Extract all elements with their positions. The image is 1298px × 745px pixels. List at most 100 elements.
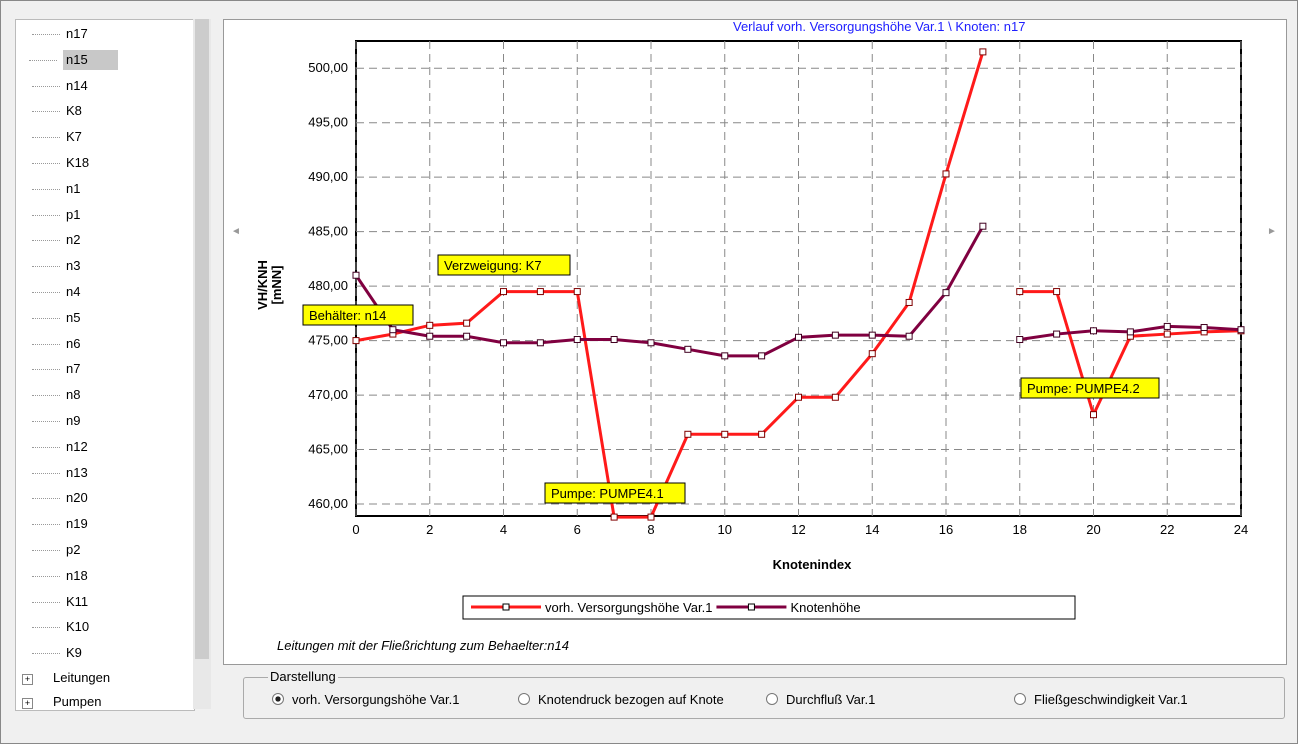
data-point	[536, 288, 544, 296]
tree-item[interactable]: n6	[30, 334, 80, 354]
annotation-box	[302, 304, 414, 326]
data-point	[684, 430, 692, 438]
data-point	[905, 332, 913, 340]
note: Leitungen mit der Fließrichtung zum Beha…	[277, 638, 569, 653]
y-tick-label: 460,00	[308, 496, 348, 511]
data-point	[1053, 330, 1061, 338]
data-point	[352, 337, 360, 345]
annotation: Verzweigung: K7	[444, 258, 542, 273]
data-point	[758, 352, 766, 360]
chart-title: Verlauf vorh. Versorgungshöhe Var.1 \ Kn…	[733, 19, 1025, 34]
x-tick-label: 12	[791, 522, 805, 537]
tree-item[interactable]: n1	[30, 179, 80, 199]
radio-option[interactable]: Durchfluß Var.1	[766, 692, 875, 707]
radio-option[interactable]: vorh. Versorgungshöhe Var.1	[272, 692, 459, 707]
tree-item[interactable]: n2	[30, 230, 80, 250]
x-tick-label: 6	[574, 522, 581, 537]
tree-group[interactable]: + Leitungen	[22, 670, 110, 685]
data-point	[352, 271, 360, 279]
tree-item[interactable]: n7	[30, 359, 80, 379]
x-tick-label: 4	[500, 522, 507, 537]
scroll-right[interactable]: ►	[1267, 226, 1277, 237]
annotation-box	[437, 254, 571, 276]
x-tick-label: 14	[865, 522, 879, 537]
tree-item[interactable]: n9	[30, 411, 80, 431]
data-point	[684, 345, 692, 353]
data-point	[795, 393, 802, 401]
annotation: Behälter: n14	[309, 308, 386, 323]
y-tick-label: 485,00	[308, 224, 348, 239]
data-point	[463, 332, 471, 340]
tree-item[interactable]: n18	[32, 566, 88, 586]
tree-view: n17 n15 n14 K8 K7 K18 n1 p1 n2 n3 n4 n5 n6 n7 n8 n9 n12 n…	[15, 19, 195, 711]
annotation-box	[544, 482, 686, 504]
data-point	[610, 336, 618, 344]
y-axis-label: [mNN]	[269, 266, 284, 305]
group-label: Leitungen	[53, 670, 111, 685]
data-point	[500, 339, 507, 347]
tree-item[interactable]: n5	[30, 308, 80, 328]
x-tick-label: 0	[352, 522, 359, 537]
tree-item[interactable]: n17	[32, 24, 88, 44]
tree-item[interactable]: n4	[30, 282, 80, 302]
data-point	[647, 339, 655, 347]
data-point	[573, 288, 581, 296]
tree-item[interactable]: K8	[32, 101, 82, 121]
y-tick-label: 465,00	[308, 442, 348, 457]
tree-item[interactable]: K18	[31, 153, 89, 173]
x-tick-label: 2	[426, 522, 433, 537]
y-tick-label: 470,00	[308, 387, 348, 402]
tree-group[interactable]: + Pumpen	[22, 694, 101, 709]
tree-item[interactable]: K9	[32, 643, 82, 663]
data-point	[1090, 411, 1097, 419]
display-group: Darstellung vorh. Versorgungshöhe Var.1 Kn…	[243, 669, 1285, 719]
y-tick-label: 495,00	[308, 115, 348, 130]
tree-item[interactable]: n13	[32, 463, 88, 483]
scroll-left[interactable]: ◄	[231, 226, 241, 237]
tree-item[interactable]: n15	[29, 49, 118, 70]
legend-marker	[502, 603, 510, 611]
data-point	[795, 333, 802, 341]
tree-item[interactable]: K7	[32, 127, 82, 147]
y-tick-label: 480,00	[308, 278, 348, 293]
group-label: Pumpen	[53, 694, 102, 709]
data-point	[426, 332, 434, 340]
data-point	[463, 319, 471, 327]
radio-option[interactable]: Fließgeschwindigkeit Var.1	[1014, 692, 1188, 707]
data-point	[721, 430, 729, 438]
data-point	[1016, 336, 1024, 344]
tree-item[interactable]: n20	[32, 488, 88, 508]
y-axis-label: VH/KNH	[255, 260, 270, 310]
y-tick-label: 490,00	[308, 169, 348, 184]
data-point	[979, 48, 987, 56]
data-point	[868, 331, 876, 339]
data-point	[1200, 324, 1208, 332]
data-point	[979, 222, 987, 230]
tree-item[interactable]: p1	[30, 205, 80, 225]
annotation-box	[1020, 377, 1160, 399]
data-point	[942, 289, 950, 297]
y-tick-label: 475,00	[308, 333, 348, 348]
x-axis-label: Knotenindex	[773, 557, 852, 572]
tree-item[interactable]: n3	[30, 256, 80, 276]
legend-label: vorh. Versorgungshöhe Var.1	[545, 600, 712, 615]
scrollbar[interactable]	[193, 19, 211, 709]
annotation: Pumpe: PUMPE4.2	[1027, 381, 1140, 396]
radio-option[interactable]: Knotendruck bezogen auf Knote	[518, 692, 724, 707]
tree-item[interactable]: n19	[32, 514, 88, 534]
tree-item[interactable]: K10	[31, 617, 89, 637]
group-title: Darstellung	[268, 669, 338, 684]
tree-item[interactable]: K11	[31, 592, 88, 612]
tree-item[interactable]: n8	[30, 385, 80, 405]
tree-item[interactable]: p2	[30, 540, 80, 560]
data-point	[1163, 330, 1171, 338]
data-point	[1090, 327, 1097, 335]
data-point	[758, 430, 766, 438]
tree-item[interactable]: n14	[32, 76, 88, 96]
legend-label: Knotenhöhe	[790, 600, 860, 615]
data-point	[610, 513, 618, 521]
tree-item[interactable]: n12	[32, 437, 88, 457]
x-tick-label: 18	[1013, 522, 1027, 537]
data-point	[868, 350, 876, 358]
